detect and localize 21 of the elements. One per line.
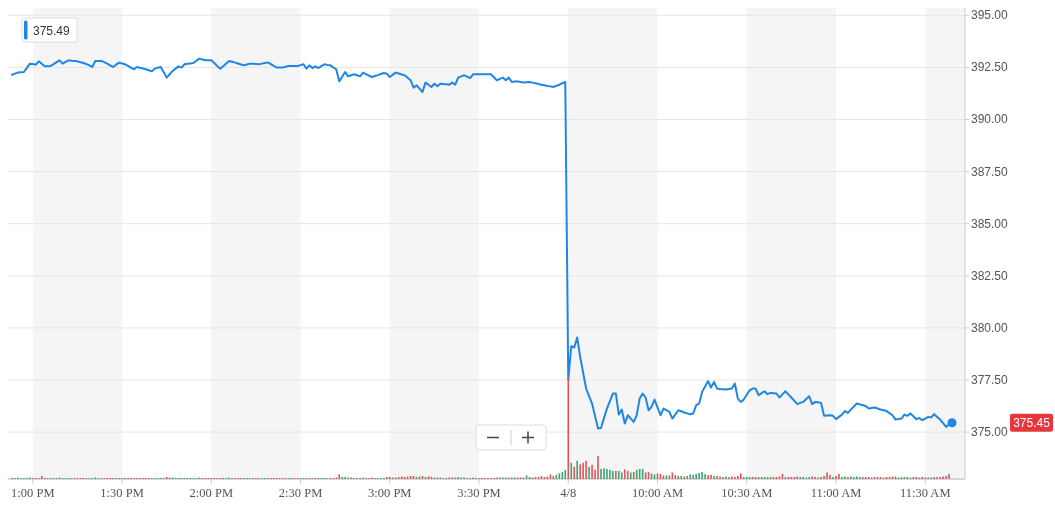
y-tick-label: 377.50: [971, 373, 1009, 388]
y-tick-label: 392.50: [971, 60, 1009, 75]
y-tick-label: 382.50: [971, 268, 1009, 283]
x-tick-label: 11:00 AM: [810, 486, 862, 500]
y-tick-label: 387.50: [971, 164, 1009, 179]
x-tick-label: 10:00 AM: [631, 486, 684, 500]
y-tick-label: 380.00: [971, 320, 1009, 335]
x-tick-label: 2:30 PM: [278, 486, 323, 500]
x-tick-label: 11:30 AM: [899, 486, 951, 500]
y-tick-label: 375.00: [971, 425, 1009, 440]
x-tick-label: 10:30 AM: [721, 486, 773, 500]
y-tick-label: 395.00: [971, 8, 1009, 23]
x-tick-label: 3:00 PM: [368, 486, 412, 500]
x-tick-label: 4/8: [560, 486, 577, 500]
x-tick-label: 1:00 PM: [11, 486, 55, 500]
x-tick-label: 1:30 PM: [100, 486, 144, 500]
x-tick-label: 3:30 PM: [457, 486, 501, 500]
y-tick-label: 390.00: [971, 112, 1009, 127]
x-tick-label: 2:00 PM: [189, 486, 234, 500]
annotation: 375.49: [33, 23, 71, 38]
y-tick-label: 385.00: [971, 216, 1009, 231]
